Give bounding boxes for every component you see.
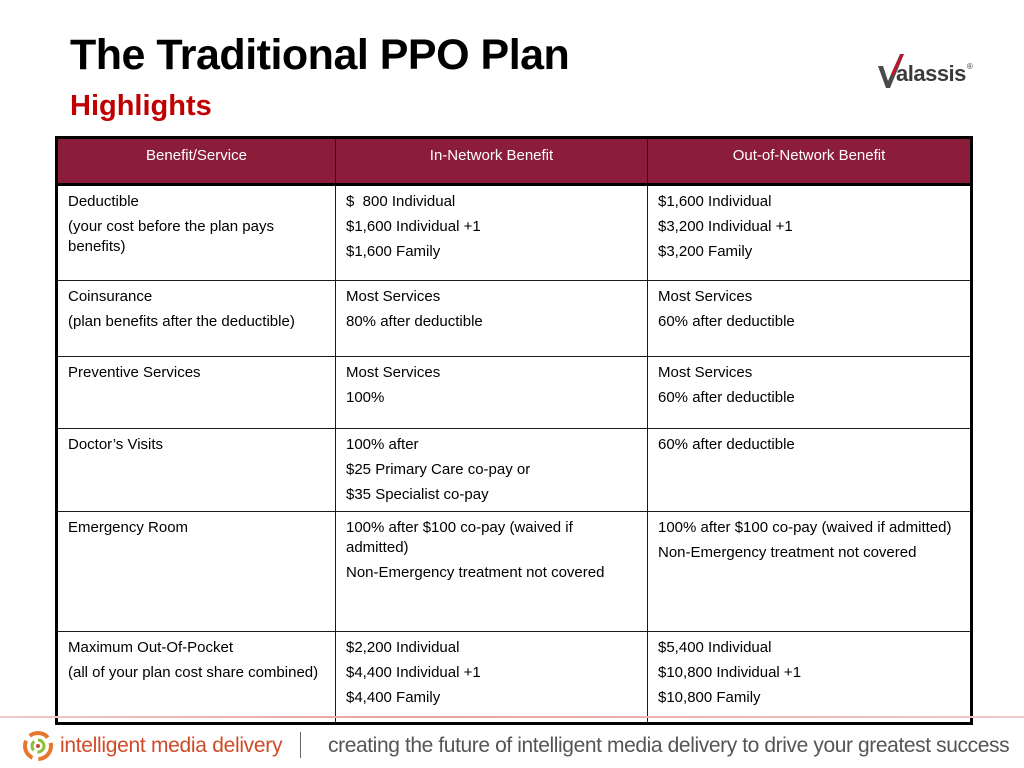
cell-line: $10,800 Individual +1 bbox=[658, 664, 802, 681]
benefits-table: Benefit/Service In-Network Benefit Out-o… bbox=[55, 136, 973, 725]
cell-line: $ 800 Individual bbox=[346, 193, 456, 210]
benefit-label: Coinsurance bbox=[68, 288, 153, 305]
table-row: Doctor’s Visits 100% after $25 Primary C… bbox=[56, 428, 972, 512]
page-subtitle: Highlights bbox=[70, 90, 212, 122]
logo-wordmark: alassis bbox=[896, 61, 966, 86]
cell-line: 60% after deductible bbox=[658, 313, 795, 330]
cell-line: Most Services bbox=[658, 364, 753, 381]
cell-line: $1,600 Individual bbox=[658, 193, 772, 210]
cell-line: $2,200 Individual bbox=[346, 639, 460, 656]
table-row: Preventive Services Most Services 100% M… bbox=[56, 356, 972, 429]
benefit-note: (plan benefits after the deductible) bbox=[68, 313, 295, 330]
cell-line: 100% after $100 co-pay (waived if admitt… bbox=[346, 519, 573, 556]
out-network-cell: 60% after deductible bbox=[647, 428, 972, 512]
cell-line: $10,800 Family bbox=[658, 689, 761, 706]
benefit-cell: Doctor’s Visits bbox=[56, 428, 336, 512]
cell-line: 80% after deductible bbox=[346, 313, 483, 330]
cell-line: Non-Emergency treatment not covered bbox=[346, 564, 605, 581]
benefit-label: Preventive Services bbox=[68, 364, 201, 381]
cell-line: $1,600 Individual +1 bbox=[346, 218, 481, 235]
valassis-logo: alassis® bbox=[876, 50, 994, 94]
cell-line: Most Services bbox=[658, 288, 753, 305]
footer-brand: intelligent media delivery bbox=[60, 734, 283, 757]
benefit-note: (your cost before the plan pays benefits… bbox=[68, 218, 274, 255]
in-network-cell: Most Services 80% after deductible bbox=[335, 280, 648, 357]
imd-swirl-logo-icon bbox=[23, 731, 53, 761]
table-row: Coinsurance (plan benefits after the ded… bbox=[56, 280, 972, 357]
cell-line: $4,400 Individual +1 bbox=[346, 664, 481, 681]
cell-line: 100% after bbox=[346, 436, 419, 453]
benefit-cell: Coinsurance (plan benefits after the ded… bbox=[56, 280, 336, 357]
benefit-label: Deductible bbox=[68, 193, 139, 210]
benefit-label: Doctor’s Visits bbox=[68, 436, 164, 453]
cell-line: $4,400 Family bbox=[346, 689, 441, 706]
benefit-label: Emergency Room bbox=[68, 519, 189, 536]
cell-line: $5,400 Individual bbox=[658, 639, 772, 656]
benefit-note: (all of your plan cost share combined) bbox=[68, 664, 319, 681]
cell-line: $25 Primary Care co-pay or bbox=[346, 461, 531, 478]
table-row: Maximum Out-Of-Pocket (all of your plan … bbox=[56, 631, 972, 724]
table-row: Emergency Room 100% after $100 co-pay (w… bbox=[56, 511, 972, 632]
cell-line: $35 Specialist co-pay bbox=[346, 486, 489, 503]
footer-divider bbox=[0, 716, 1024, 718]
cell-line: Non-Emergency treatment not covered bbox=[658, 544, 917, 561]
out-network-cell: 100% after $100 co-pay (waived if admitt… bbox=[647, 511, 972, 632]
in-network-cell: 100% after $100 co-pay (waived if admitt… bbox=[335, 511, 648, 632]
benefit-cell: Maximum Out-Of-Pocket (all of your plan … bbox=[56, 631, 336, 724]
benefit-cell: Preventive Services bbox=[56, 356, 336, 429]
benefit-label: Maximum Out-Of-Pocket bbox=[68, 639, 234, 656]
column-header: In-Network Benefit bbox=[335, 137, 648, 186]
cell-line: 60% after deductible bbox=[658, 389, 795, 406]
table-header-row: Benefit/Service In-Network Benefit Out-o… bbox=[56, 137, 972, 186]
cell-line: $1,600 Family bbox=[346, 243, 441, 260]
cell-line: 60% after deductible bbox=[658, 436, 795, 453]
page-title: The Traditional PPO Plan bbox=[70, 31, 570, 79]
column-header: Out-of-Network Benefit bbox=[647, 137, 972, 186]
table-row: Deductible (your cost before the plan pa… bbox=[56, 184, 972, 281]
registered-mark: ® bbox=[966, 62, 973, 71]
valassis-v-mark-icon bbox=[878, 54, 904, 88]
benefit-cell: Deductible (your cost before the plan pa… bbox=[56, 184, 336, 281]
out-network-cell: $1,600 Individual $3,200 Individual +1 $… bbox=[647, 184, 972, 281]
cell-line: Most Services bbox=[346, 288, 441, 305]
footer-separator bbox=[300, 732, 301, 758]
cell-line: Most Services bbox=[346, 364, 441, 381]
cell-line: $3,200 Individual +1 bbox=[658, 218, 793, 235]
benefit-cell: Emergency Room bbox=[56, 511, 336, 632]
footer-tagline: creating the future of intelligent media… bbox=[328, 734, 1010, 757]
in-network-cell: $ 800 Individual $1,600 Individual +1 $1… bbox=[335, 184, 648, 281]
out-network-cell: Most Services 60% after deductible bbox=[647, 356, 972, 429]
in-network-cell: 100% after $25 Primary Care co-pay or $3… bbox=[335, 428, 648, 512]
column-header: Benefit/Service bbox=[56, 137, 336, 186]
in-network-cell: Most Services 100% bbox=[335, 356, 648, 429]
footer: intelligent media delivery creating the … bbox=[22, 728, 1010, 764]
out-network-cell: Most Services 60% after deductible bbox=[647, 280, 972, 357]
cell-line: 100% bbox=[346, 389, 385, 406]
cell-line: 100% after $100 co-pay (waived if admitt… bbox=[658, 519, 952, 536]
in-network-cell: $2,200 Individual $4,400 Individual +1 $… bbox=[335, 631, 648, 724]
cell-line: $3,200 Family bbox=[658, 243, 753, 260]
out-network-cell: $5,400 Individual $10,800 Individual +1 … bbox=[647, 631, 972, 724]
